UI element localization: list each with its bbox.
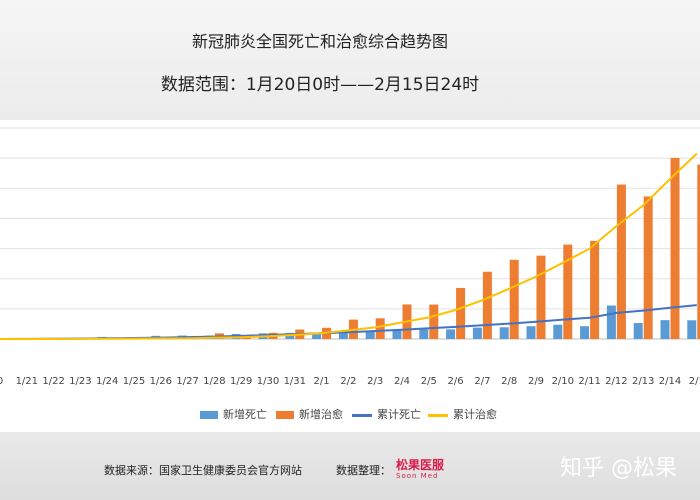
- x-tick-label: 1/25: [123, 376, 145, 387]
- bar-new-deaths-2/1: [312, 333, 322, 339]
- bar-new-recovered-2/8: [509, 259, 519, 339]
- legend-swatch-new-deaths: [200, 411, 218, 419]
- legend-label-cum-deaths: 累计死亡: [377, 408, 421, 421]
- bar-new-deaths-2/14: [660, 320, 670, 339]
- chart-legend: 新增死亡 新增治愈 累计死亡 累计治愈: [200, 407, 520, 423]
- bar-new-recovered-2/7: [482, 271, 492, 339]
- bar-new-deaths-2/5: [419, 329, 429, 339]
- x-tick-label: 1/28: [203, 376, 225, 387]
- x-tick-label: 2/11: [578, 376, 600, 387]
- legend-item-cum-deaths: 累计死亡: [352, 407, 421, 423]
- bar-new-deaths-2/9: [526, 326, 536, 339]
- bar-new-recovered-2/3: [375, 318, 385, 339]
- x-tick-label: 1/29: [230, 376, 252, 387]
- cum-recovered-line: [0, 152, 698, 340]
- legend-item-new-deaths: 新增死亡: [200, 407, 267, 423]
- bar-new-recovered-2/14: [670, 157, 680, 339]
- x-tick-label: 2/3: [367, 376, 383, 387]
- bar-new-deaths-2/12: [606, 305, 616, 339]
- x-tick-label: 2/12: [605, 376, 627, 387]
- x-axis-ticks: 0 1/21 1/22 1/23 1/24 1/25 1/26 1/27 1/28 1/29 1/3…: [0, 376, 700, 387]
- x-tick-label: 2/10: [552, 376, 574, 387]
- legend-label-new-deaths: 新增死亡: [223, 408, 267, 421]
- x-tick-label: 2/9: [528, 376, 544, 387]
- bar-new-deaths-2/13: [633, 323, 643, 339]
- footer-band: [0, 432, 700, 500]
- x-tick-label: 2/6: [448, 376, 464, 387]
- bar-new-recovered-2/5: [429, 304, 439, 339]
- data-compiled-label: 数据整理：: [336, 464, 391, 477]
- legend-swatch-cum-deaths: [352, 413, 372, 417]
- bar-new-deaths-2/11: [580, 326, 590, 339]
- bar-new-recovered-2/6: [456, 287, 466, 339]
- x-tick-label: 0: [0, 376, 3, 387]
- x-tick-label: 2/2: [340, 376, 356, 387]
- bar-new-deaths-2/15: [687, 320, 697, 339]
- chart-title: 新冠肺炎全国死亡和治愈综合趋势图: [191, 32, 448, 51]
- legend-label-new-recovered: 新增治愈: [299, 408, 343, 421]
- songguo-logo: 松果医服 Soon Med: [396, 456, 466, 482]
- bar-new-deaths-2/3: [365, 330, 375, 339]
- bar-new-deaths-2/7: [472, 327, 482, 339]
- bar-new-deaths-2/4: [392, 330, 402, 339]
- bar-new-recovered-2/9: [536, 255, 546, 339]
- x-tick-label: 1/26: [150, 376, 172, 387]
- x-tick-label: 1/30: [257, 376, 279, 387]
- bar-new-recovered-2/13: [643, 196, 653, 339]
- x-tick-label: 1/23: [69, 376, 91, 387]
- bar-new-recovered-2/10: [563, 244, 573, 339]
- legend-swatch-cum-recovered: [428, 413, 448, 417]
- legend-label-cum-recovered: 累计治愈: [453, 408, 497, 421]
- x-tick-label: 2/7: [474, 376, 490, 387]
- logo-text: 松果医服: [396, 458, 445, 472]
- bar-new-recovered-2/11: [590, 240, 600, 339]
- header-band: [0, 0, 700, 120]
- legend-swatch-new-recovered: [276, 411, 294, 419]
- zhihu-watermark: 知乎 @松果: [560, 456, 677, 481]
- grid-lines: [0, 127, 700, 340]
- bar-new-recovered-2/15: [697, 164, 700, 339]
- x-tick-label: 2/4: [394, 376, 410, 387]
- bar-new-recovered-2/12: [616, 184, 626, 339]
- x-tick-label: 1/22: [42, 376, 64, 387]
- x-tick-label: 2/1: [689, 376, 700, 387]
- x-tick-label: 1/24: [96, 376, 118, 387]
- x-tick-label: 1/31: [284, 376, 306, 387]
- x-tick-label: 2/1: [314, 376, 330, 387]
- legend-item-new-recovered: 新增治愈: [276, 407, 343, 423]
- x-tick-label: 2/13: [632, 376, 654, 387]
- chart-subtitle: 数据范围：1月20日0时——2月15日24时: [160, 75, 480, 95]
- x-tick-label: 2/8: [501, 376, 517, 387]
- x-tick-label: 2/5: [421, 376, 437, 387]
- x-tick-label: 2/14: [659, 376, 681, 387]
- bar-new-deaths-2/6: [446, 329, 456, 339]
- x-tick-label: 1/27: [176, 376, 198, 387]
- x-tick-label: 1/21: [16, 376, 38, 387]
- bar-new-deaths-2/2: [338, 331, 348, 339]
- bar-new-deaths-2/10: [553, 324, 563, 339]
- legend-item-cum-recovered: 累计治愈: [428, 407, 497, 423]
- logo-subtext: Soon Med: [396, 472, 439, 480]
- bar-new-deaths-2/8: [499, 327, 509, 339]
- data-source-text: 数据来源：国家卫生健康委员会官方网站: [104, 464, 302, 477]
- chart-plot: 0 1/21 1/22 1/23 1/24 1/25 1/26 1/27 1/28 1/29 1/3…: [0, 127, 700, 387]
